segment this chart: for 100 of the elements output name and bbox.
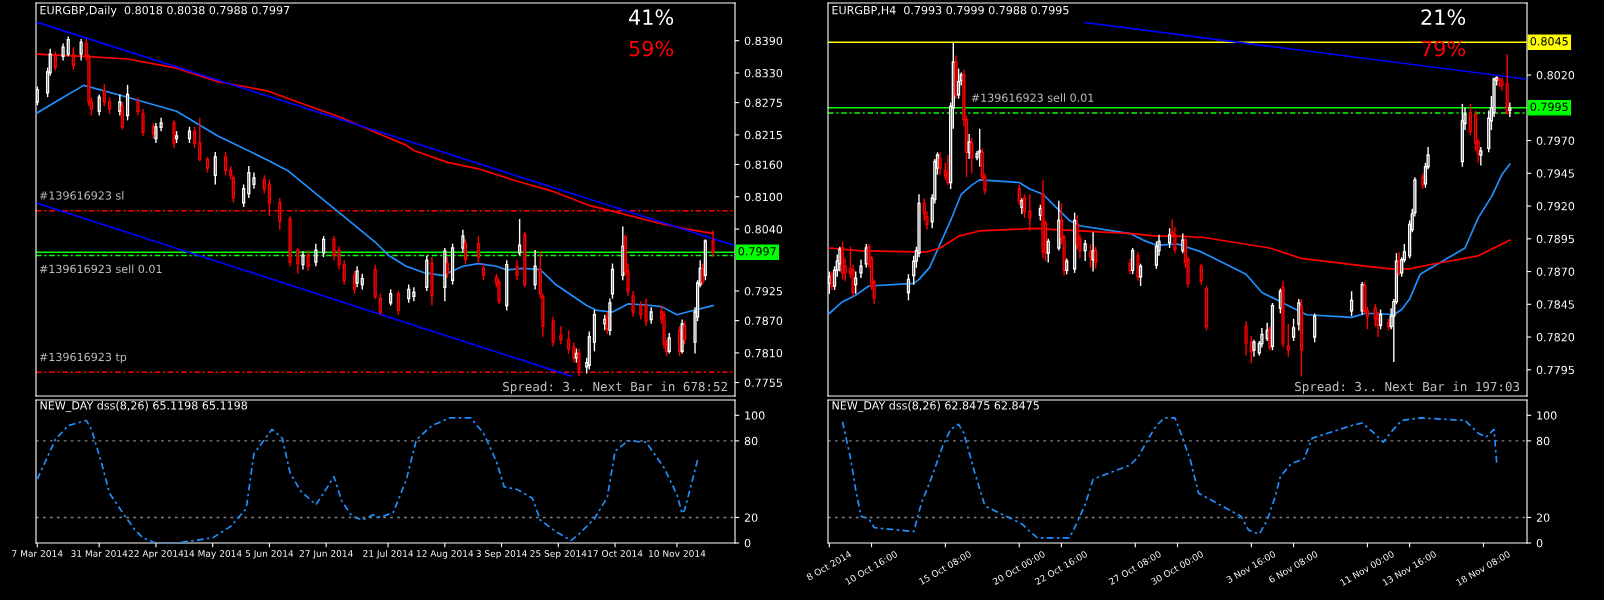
candlestick: [262, 174, 266, 195]
candlestick: [213, 151, 217, 186]
candlestick: [1286, 323, 1290, 358]
y-tick-label: 0.7970: [1536, 136, 1575, 145]
annotation: 21%: [1421, 9, 1466, 26]
candlestick: [1291, 318, 1296, 342]
candlestick: [1349, 290, 1354, 317]
candlestick: [306, 249, 310, 272]
x-tick-label: 5 Jun 2014: [245, 550, 294, 559]
candlestick: [515, 259, 519, 281]
candlestick: [1313, 312, 1317, 343]
candlestick: [1199, 262, 1203, 286]
annotation: Spread: 3.. Next Bar in 678:52: [503, 381, 727, 394]
chart-title: EURGBP,H4 0.7993 0.7999 0.7988 0.7995: [832, 5, 1069, 16]
candlestick: [79, 38, 83, 62]
candlestick: [906, 273, 911, 302]
y-tick-label: 0.7755: [744, 378, 782, 387]
annotation: Spread: 3.. Next Bar in 197:03: [1295, 381, 1520, 394]
ref-line-label: #139616923 sl: [39, 191, 124, 200]
candlestick: [1468, 103, 1472, 137]
candlestick: [854, 270, 858, 295]
candlestick: [296, 247, 300, 275]
candlestick: [97, 93, 101, 117]
annotation: 59%: [629, 40, 674, 57]
candlestick: [567, 329, 571, 355]
x-tick-label: 25 Sep 2014: [530, 550, 587, 559]
candlestick: [1083, 239, 1087, 262]
candlestick: [1094, 245, 1098, 270]
candlestick: [938, 151, 942, 176]
y-tick-label: 0.7925: [744, 287, 782, 296]
candlestick: [463, 238, 468, 265]
annotation: 41%: [628, 9, 674, 26]
candlestick: [1017, 184, 1021, 206]
candlestick: [301, 250, 305, 271]
x-tick-label: 10 Nov 2014: [649, 550, 706, 557]
y-tick-label: 0.7820: [1536, 333, 1575, 342]
y-tick-label: 0: [1536, 538, 1543, 548]
candlestick: [102, 83, 106, 108]
y-tick-label: 0.7945: [1536, 169, 1574, 178]
y-tick-label: 0.7845: [1536, 300, 1574, 309]
line-series: [841, 417, 1498, 539]
chart-title: EURGBP,Daily 0.8018 0.8038 0.7988 0.7997: [40, 5, 290, 17]
chart-title: NEW_DAY dss(8,26) 62.8475 62.8475: [832, 401, 1039, 413]
y-tick-label: 100: [1537, 411, 1557, 420]
y-tick-label: 0.7810: [744, 348, 783, 358]
y-tick-label: 0.8040: [744, 225, 783, 234]
x-tick-label: 21 Jul 2014: [363, 549, 414, 559]
line-series: [36, 417, 699, 543]
ref-line-label: #139616923 sell 0.01: [971, 93, 1094, 102]
y-tick-label: 0.7895: [1536, 234, 1574, 244]
y-tick-label: 20: [744, 513, 758, 522]
ref-line-label: 0.7997: [738, 247, 776, 256]
candlestick: [838, 245, 842, 273]
y-tick-label: 0: [744, 538, 751, 548]
candlestick: [141, 108, 145, 137]
candlestick: [639, 300, 643, 321]
ref-line-label: 0.8045: [1530, 37, 1568, 46]
annotation: 79%: [1421, 40, 1466, 57]
chart-title: NEW_DAY dss(8,26) 65.1198 65.1198: [40, 401, 248, 413]
candlestick: [859, 259, 863, 279]
x-tick-label: 22 Apr 2014: [128, 550, 184, 559]
candlestick: [193, 126, 197, 149]
candlestick: [66, 35, 70, 57]
y-tick-label: 100: [745, 411, 765, 420]
candlestick: [242, 183, 246, 208]
candlestick: [342, 259, 346, 286]
candlestick: [1136, 251, 1140, 282]
candlestick: [352, 270, 357, 295]
x-tick-label: 7 Mar 2014: [12, 550, 63, 557]
candlestick: [407, 283, 411, 304]
candlestick: [355, 265, 359, 288]
x-tick-label: 17 Oct 2014: [588, 550, 643, 557]
y-tick-label: 0.7795: [1536, 365, 1574, 375]
y-tick-label: 20: [1536, 513, 1550, 522]
candlestick: [314, 242, 318, 267]
candlestick: [321, 235, 326, 258]
y-tick-label: 0.8020: [1536, 71, 1575, 80]
x-tick-label: 31 Mar 2014: [71, 550, 128, 557]
candlestick: [396, 290, 400, 316]
y-tick-label: 0.7920: [1536, 202, 1575, 211]
x-tick-label: 3 Sep 2014: [476, 550, 527, 559]
ref-line-label: 0.7995: [1530, 102, 1568, 112]
y-tick-label: 0.8100: [744, 192, 783, 202]
y-tick-label: 0.7870: [1536, 267, 1575, 276]
y-tick-label: 0.8390: [744, 36, 783, 46]
candlestick: [125, 84, 130, 122]
candlestick: [551, 316, 555, 348]
candlestick: [1244, 320, 1248, 357]
candlestick: [533, 249, 537, 291]
candlestick: [223, 151, 228, 176]
y-tick-label: 0.8160: [744, 160, 783, 169]
y-tick-label: 0.8275: [744, 98, 782, 107]
candlestick: [970, 137, 974, 174]
candlestick: [631, 290, 635, 318]
candlestick: [198, 116, 202, 162]
x-tick-label: 14 May 2014: [184, 550, 242, 559]
candlestick: [378, 293, 382, 316]
y-tick-label: 80: [1536, 436, 1550, 446]
ref-line-label: #139616923 tp: [39, 352, 127, 364]
candlestick: [644, 297, 648, 327]
